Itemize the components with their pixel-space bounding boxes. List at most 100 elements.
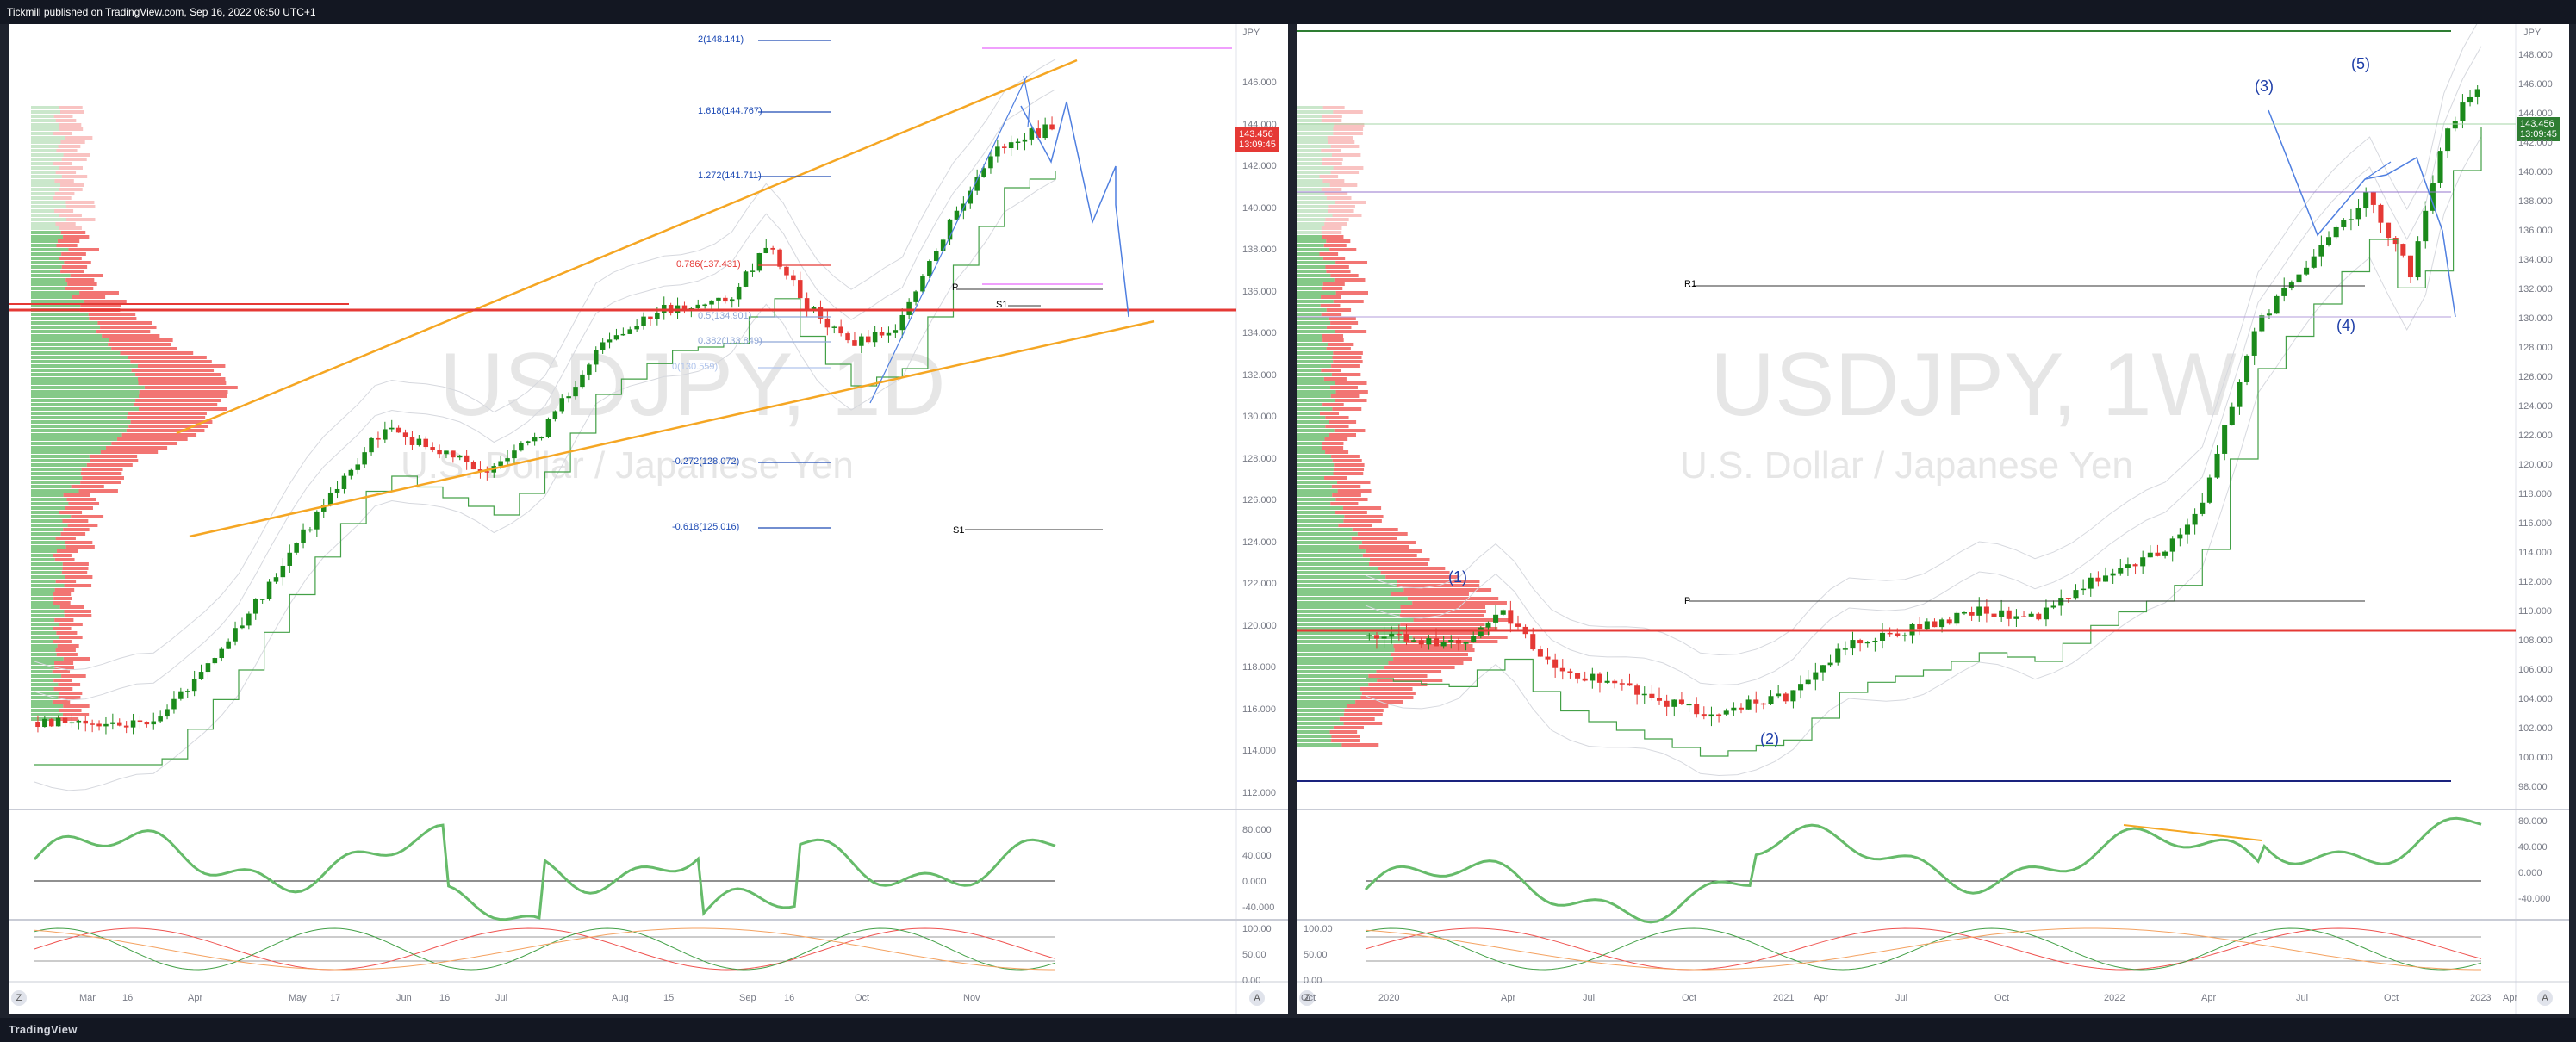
time-tick-label: Jul	[1895, 993, 1908, 1003]
volume-profile-bar-up	[31, 450, 101, 454]
volume-profile-bar-up	[1297, 416, 1326, 419]
daily-chart-canvas[interactable]	[9, 24, 1288, 1014]
candle-body	[2467, 96, 2473, 103]
auto-scale-button[interactable]: A	[1249, 990, 1265, 1006]
candle-body	[811, 307, 817, 311]
volume-profile-bar-down	[97, 321, 152, 325]
time-tick-label: 2022	[2104, 993, 2125, 1003]
volume-profile-bar-down	[1380, 571, 1450, 574]
volume-profile-bar-up	[1297, 407, 1333, 411]
volume-profile-bar-down	[1322, 162, 1342, 165]
candle-body	[83, 720, 89, 724]
volume-profile-bar-down	[59, 166, 83, 170]
oscillator-tick-label: 40.000	[1242, 851, 1272, 861]
volume-profile-bar-down	[1333, 110, 1363, 114]
candle-body	[2110, 573, 2116, 576]
zoom-reset-button[interactable]: Z	[1299, 990, 1315, 1006]
candle-body	[1448, 640, 1454, 642]
volume-profile-bar-up	[31, 709, 59, 712]
volume-profile-bar-down	[63, 153, 90, 157]
volume-profile-bar-down	[88, 313, 136, 316]
time-tick-label: Mar	[79, 993, 96, 1003]
volume-profile-bar-down	[1400, 623, 1485, 626]
candle-body	[620, 333, 626, 336]
price-tick-label: 116.000	[2518, 518, 2552, 529]
price-tick-label: 126.000	[1242, 495, 1277, 505]
volume-profile-bar-up	[1297, 679, 1378, 682]
time-tick-label: 2020	[1378, 993, 1400, 1003]
volume-profile-bar-up	[31, 218, 66, 221]
volume-profile-bar-up	[1297, 485, 1332, 488]
candle-body	[2043, 607, 2049, 620]
volume-profile-bar-down	[1335, 511, 1367, 514]
volume-profile-bar-up	[1297, 549, 1366, 553]
volume-profile-bar-up	[31, 265, 62, 269]
volume-profile-bar-down	[1412, 636, 1508, 639]
volume-profile-bar-up	[31, 610, 65, 613]
volume-profile-bar-up	[31, 132, 54, 135]
volume-profile-bar-up	[31, 459, 90, 462]
auto-scale-button[interactable]: A	[2537, 990, 2553, 1006]
volume-profile-bar-down	[83, 300, 127, 303]
volume-profile-bar-up	[1297, 226, 1322, 230]
volume-profile-bar-up	[1297, 364, 1332, 368]
last-price-tag: 143.456 13:09:45	[1235, 127, 1279, 152]
volume-profile-bar-down	[1397, 580, 1480, 583]
trailing-stop-line	[34, 171, 1056, 766]
volume-profile-bar-down	[70, 274, 103, 277]
volume-profile-bar-down	[1326, 270, 1351, 273]
volume-profile-bar-down	[1393, 644, 1473, 648]
volume-profile-bar-down	[1335, 201, 1366, 204]
volume-profile-bar-down	[1333, 351, 1363, 355]
volume-profile-bar-up	[1297, 446, 1322, 450]
volume-profile-bar-down	[1328, 420, 1357, 424]
volume-profile-bar-up	[31, 687, 54, 691]
volume-profile-bar-down	[55, 171, 77, 174]
volume-profile-bar-down	[131, 369, 215, 372]
volume-profile-bar-down	[1322, 235, 1344, 239]
volume-profile-bar-up	[1297, 683, 1369, 686]
volume-profile-bar-down	[1335, 381, 1367, 385]
volume-profile-bar-up	[31, 394, 140, 398]
volume-profile-bar-down	[63, 493, 90, 497]
candle-body	[2311, 256, 2317, 268]
candle-body	[1842, 648, 1848, 650]
volume-profile-bar-down	[55, 537, 76, 540]
weekly-chart-pane[interactable]: USDJPY, 1W U.S. Dollar / Japanese Yen JP…	[1297, 24, 2569, 1014]
volume-profile-bar-up	[31, 506, 65, 510]
fib-level-label: 0.786(137.431)	[676, 259, 741, 270]
volume-profile-bar-up	[31, 571, 62, 574]
volume-profile-bar-up	[1297, 631, 1403, 635]
volume-profile-bar-up	[1297, 300, 1334, 303]
volume-profile-bar-down	[1319, 175, 1339, 178]
footer: TradingView	[0, 1018, 2576, 1042]
upper-band	[1365, 24, 2478, 656]
volume-profile-bar-down	[1321, 231, 1342, 234]
volume-profile-bar-up	[31, 584, 65, 587]
volume-profile-bar-down	[111, 442, 177, 445]
candle-body	[1029, 128, 1035, 140]
volume-profile-bar-up	[1297, 653, 1391, 656]
time-tick-label: 16	[122, 993, 134, 1003]
candle-body	[1396, 633, 1402, 636]
candle-body	[743, 271, 749, 287]
candle-body	[341, 475, 347, 489]
candle-body	[2363, 192, 2369, 209]
daily-chart-pane[interactable]: USDJPY, 1D U.S. Dollar / Japanese Yen JP…	[9, 24, 1288, 1014]
candle-body	[607, 339, 613, 343]
candle-body	[1678, 699, 1684, 704]
stoch-line	[34, 927, 1055, 971]
zoom-reset-button[interactable]: Z	[11, 990, 27, 1006]
volume-profile-bar-down	[52, 700, 71, 704]
volume-profile-bar-down	[89, 317, 137, 320]
volume-profile-bar-up	[1297, 429, 1335, 432]
volume-profile-bar-up	[31, 700, 53, 704]
weekly-chart-canvas[interactable]	[1297, 24, 2569, 1014]
candle-body	[893, 330, 899, 333]
pivot-label: S1	[953, 525, 965, 536]
candle-body	[1686, 704, 1692, 706]
volume-profile-bar-down	[1357, 532, 1408, 536]
volume-profile-bar-down	[1333, 132, 1363, 135]
lower-band	[1365, 136, 2482, 777]
candle-body	[1976, 606, 1982, 616]
